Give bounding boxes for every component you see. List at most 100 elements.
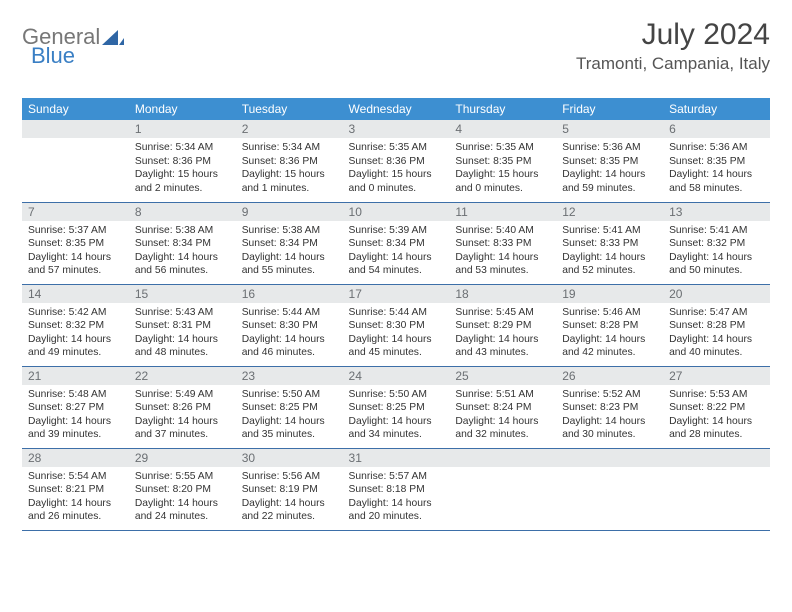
day-number: 6 — [663, 120, 770, 138]
sunset-line: Sunset: 8:36 PM — [349, 155, 444, 169]
day-details: Sunrise: 5:50 AMSunset: 8:25 PMDaylight:… — [343, 385, 450, 446]
day-number — [556, 449, 663, 467]
sunset-line: Sunset: 8:23 PM — [562, 401, 657, 415]
day-number: 7 — [22, 203, 129, 221]
sunrise-line: Sunrise: 5:50 AM — [242, 388, 337, 402]
daylight-line-1: Daylight: 14 hours — [28, 333, 123, 347]
sunrise-line: Sunrise: 5:41 AM — [669, 224, 764, 238]
daylight-line-2: and 2 minutes. — [135, 182, 230, 196]
day-number: 2 — [236, 120, 343, 138]
daylight-line-2: and 26 minutes. — [28, 510, 123, 524]
sunset-line: Sunset: 8:28 PM — [562, 319, 657, 333]
sunrise-line: Sunrise: 5:44 AM — [242, 306, 337, 320]
day-number: 1 — [129, 120, 236, 138]
sunrise-line: Sunrise: 5:35 AM — [455, 141, 550, 155]
sunset-line: Sunset: 8:35 PM — [669, 155, 764, 169]
daylight-line-1: Daylight: 14 hours — [349, 251, 444, 265]
calendar-cell: 30Sunrise: 5:56 AMSunset: 8:19 PMDayligh… — [236, 448, 343, 530]
day-number — [449, 449, 556, 467]
day-details: Sunrise: 5:35 AMSunset: 8:36 PMDaylight:… — [343, 138, 450, 199]
daylight-line-1: Daylight: 15 hours — [135, 168, 230, 182]
sunrise-line: Sunrise: 5:53 AM — [669, 388, 764, 402]
calendar-cell: 1Sunrise: 5:34 AMSunset: 8:36 PMDaylight… — [129, 120, 236, 202]
weekday-thu: Thursday — [449, 98, 556, 120]
daylight-line-1: Daylight: 14 hours — [562, 168, 657, 182]
daylight-line-1: Daylight: 14 hours — [28, 415, 123, 429]
sunrise-line: Sunrise: 5:38 AM — [242, 224, 337, 238]
day-number: 19 — [556, 285, 663, 303]
calendar-row: 14Sunrise: 5:42 AMSunset: 8:32 PMDayligh… — [22, 284, 770, 366]
calendar-cell: 15Sunrise: 5:43 AMSunset: 8:31 PMDayligh… — [129, 284, 236, 366]
sunset-line: Sunset: 8:34 PM — [135, 237, 230, 251]
day-number: 3 — [343, 120, 450, 138]
daylight-line-1: Daylight: 14 hours — [669, 333, 764, 347]
calendar-cell — [663, 448, 770, 530]
daylight-line-1: Daylight: 14 hours — [562, 251, 657, 265]
calendar-cell: 26Sunrise: 5:52 AMSunset: 8:23 PMDayligh… — [556, 366, 663, 448]
day-details: Sunrise: 5:44 AMSunset: 8:30 PMDaylight:… — [343, 303, 450, 364]
day-number: 4 — [449, 120, 556, 138]
daylight-line-1: Daylight: 14 hours — [135, 415, 230, 429]
day-details: Sunrise: 5:51 AMSunset: 8:24 PMDaylight:… — [449, 385, 556, 446]
sunrise-line: Sunrise: 5:36 AM — [562, 141, 657, 155]
day-details: Sunrise: 5:34 AMSunset: 8:36 PMDaylight:… — [129, 138, 236, 199]
sunrise-line: Sunrise: 5:39 AM — [349, 224, 444, 238]
calendar-cell: 2Sunrise: 5:34 AMSunset: 8:36 PMDaylight… — [236, 120, 343, 202]
calendar-row: 21Sunrise: 5:48 AMSunset: 8:27 PMDayligh… — [22, 366, 770, 448]
daylight-line-2: and 42 minutes. — [562, 346, 657, 360]
calendar-cell: 18Sunrise: 5:45 AMSunset: 8:29 PMDayligh… — [449, 284, 556, 366]
sunrise-line: Sunrise: 5:41 AM — [562, 224, 657, 238]
day-number: 12 — [556, 203, 663, 221]
sunset-line: Sunset: 8:30 PM — [242, 319, 337, 333]
day-number: 11 — [449, 203, 556, 221]
daylight-line-2: and 32 minutes. — [455, 428, 550, 442]
calendar-cell: 29Sunrise: 5:55 AMSunset: 8:20 PMDayligh… — [129, 448, 236, 530]
day-number: 24 — [343, 367, 450, 385]
daylight-line-1: Daylight: 14 hours — [669, 251, 764, 265]
sunset-line: Sunset: 8:32 PM — [669, 237, 764, 251]
daylight-line-1: Daylight: 14 hours — [669, 168, 764, 182]
calendar-cell: 19Sunrise: 5:46 AMSunset: 8:28 PMDayligh… — [556, 284, 663, 366]
sunrise-line: Sunrise: 5:36 AM — [669, 141, 764, 155]
calendar-cell: 28Sunrise: 5:54 AMSunset: 8:21 PMDayligh… — [22, 448, 129, 530]
day-number: 29 — [129, 449, 236, 467]
daylight-line-2: and 55 minutes. — [242, 264, 337, 278]
day-number: 15 — [129, 285, 236, 303]
daylight-line-2: and 57 minutes. — [28, 264, 123, 278]
sunset-line: Sunset: 8:20 PM — [135, 483, 230, 497]
calendar-cell: 27Sunrise: 5:53 AMSunset: 8:22 PMDayligh… — [663, 366, 770, 448]
calendar-cell: 3Sunrise: 5:35 AMSunset: 8:36 PMDaylight… — [343, 120, 450, 202]
calendar-cell: 5Sunrise: 5:36 AMSunset: 8:35 PMDaylight… — [556, 120, 663, 202]
sunrise-line: Sunrise: 5:45 AM — [455, 306, 550, 320]
calendar-cell: 7Sunrise: 5:37 AMSunset: 8:35 PMDaylight… — [22, 202, 129, 284]
sunset-line: Sunset: 8:21 PM — [28, 483, 123, 497]
sunrise-line: Sunrise: 5:34 AM — [135, 141, 230, 155]
daylight-line-1: Daylight: 14 hours — [242, 415, 337, 429]
sunrise-line: Sunrise: 5:43 AM — [135, 306, 230, 320]
day-number: 14 — [22, 285, 129, 303]
sunrise-line: Sunrise: 5:50 AM — [349, 388, 444, 402]
day-details: Sunrise: 5:43 AMSunset: 8:31 PMDaylight:… — [129, 303, 236, 364]
daylight-line-2: and 40 minutes. — [669, 346, 764, 360]
calendar-cell: 12Sunrise: 5:41 AMSunset: 8:33 PMDayligh… — [556, 202, 663, 284]
day-details: Sunrise: 5:42 AMSunset: 8:32 PMDaylight:… — [22, 303, 129, 364]
calendar-cell: 14Sunrise: 5:42 AMSunset: 8:32 PMDayligh… — [22, 284, 129, 366]
day-details: Sunrise: 5:57 AMSunset: 8:18 PMDaylight:… — [343, 467, 450, 528]
day-number: 30 — [236, 449, 343, 467]
calendar-cell: 17Sunrise: 5:44 AMSunset: 8:30 PMDayligh… — [343, 284, 450, 366]
day-details: Sunrise: 5:50 AMSunset: 8:25 PMDaylight:… — [236, 385, 343, 446]
day-details: Sunrise: 5:37 AMSunset: 8:35 PMDaylight:… — [22, 221, 129, 282]
sunset-line: Sunset: 8:18 PM — [349, 483, 444, 497]
daylight-line-2: and 20 minutes. — [349, 510, 444, 524]
day-details: Sunrise: 5:39 AMSunset: 8:34 PMDaylight:… — [343, 221, 450, 282]
daylight-line-1: Daylight: 14 hours — [135, 497, 230, 511]
day-number: 13 — [663, 203, 770, 221]
daylight-line-2: and 24 minutes. — [135, 510, 230, 524]
daylight-line-2: and 59 minutes. — [562, 182, 657, 196]
day-details: Sunrise: 5:34 AMSunset: 8:36 PMDaylight:… — [236, 138, 343, 199]
calendar-row: 28Sunrise: 5:54 AMSunset: 8:21 PMDayligh… — [22, 448, 770, 530]
day-number: 16 — [236, 285, 343, 303]
calendar-cell: 16Sunrise: 5:44 AMSunset: 8:30 PMDayligh… — [236, 284, 343, 366]
month-title: July 2024 — [576, 18, 770, 52]
day-number — [22, 120, 129, 138]
